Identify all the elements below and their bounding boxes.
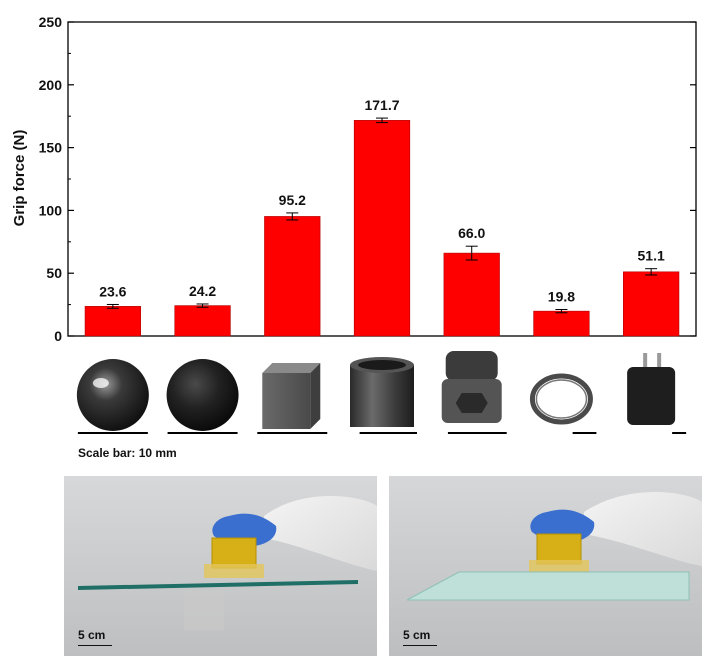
- bar: [174, 305, 231, 337]
- cylinder-bore: [358, 360, 406, 370]
- key-ring-image: [529, 373, 593, 425]
- photo-scale-label: 5 cm: [78, 628, 106, 642]
- cylinder-image: [350, 365, 414, 427]
- data-label: 95.2: [279, 192, 306, 208]
- matte-sphere-image: [166, 359, 239, 431]
- cube-image: [262, 373, 311, 429]
- bar: [533, 310, 590, 337]
- bolt-hex-socket: [455, 393, 488, 413]
- grip-force-chart: 0 50 100 150 200 250 Grip force (N) 23.6 24.2 9…: [11, 14, 697, 434]
- bar: [264, 216, 321, 337]
- data-label: 51.1: [638, 248, 665, 264]
- photo-scale-bar: [403, 645, 437, 646]
- bolt-head: [445, 351, 498, 381]
- data-label: 19.8: [548, 288, 575, 304]
- y-tick-label: 100: [39, 202, 63, 218]
- frosted-glass-plate: [406, 571, 690, 601]
- data-label: 66.0: [458, 225, 485, 241]
- photo-frosted-glass: 5 cm: [389, 476, 702, 656]
- cube-top: [262, 363, 321, 373]
- y-tick-label: 150: [39, 140, 63, 156]
- y-tick-label: 250: [39, 14, 63, 30]
- adapter-prong: [643, 353, 648, 369]
- data-label: 171.7: [364, 97, 399, 113]
- photo-frosted-glass-scene: [389, 476, 702, 656]
- data-label: 24.2: [189, 283, 216, 299]
- photo-clear-glass: 5 cm: [64, 476, 377, 656]
- adapter-prong: [657, 353, 662, 369]
- cube-side: [310, 363, 321, 429]
- photo-clear-glass-scene: [64, 476, 377, 656]
- sphere-highlight: [92, 378, 109, 388]
- lab-coat-sleeve: [584, 492, 702, 566]
- clear-glass-plate: [78, 580, 358, 590]
- bar: [443, 252, 500, 337]
- glossy-sphere-image: [76, 359, 149, 431]
- gripper-device: [536, 533, 582, 565]
- power-adapter-image: [627, 367, 676, 425]
- y-tick-label: 0: [54, 328, 62, 344]
- photo-scale-bar: [78, 645, 112, 646]
- y-tick-label: 200: [39, 77, 63, 93]
- scale-bar-caption: Scale bar: 10 mm: [78, 446, 177, 460]
- gripper-device: [211, 537, 257, 569]
- bar: [84, 306, 141, 337]
- photo-scale-label: 5 cm: [403, 628, 431, 642]
- bars: 23.6 24.2 95.2 171.7 66.0 19.8 51.1: [84, 97, 680, 337]
- data-label: 23.6: [99, 283, 126, 299]
- y-tick-label: 50: [46, 265, 62, 281]
- bar: [353, 120, 411, 337]
- lab-coat-sleeve: [264, 496, 377, 571]
- y-axis-label: Grip force (N): [11, 130, 28, 227]
- key-ring-inner: [535, 379, 588, 419]
- bar: [623, 271, 680, 337]
- object-images: [76, 351, 687, 434]
